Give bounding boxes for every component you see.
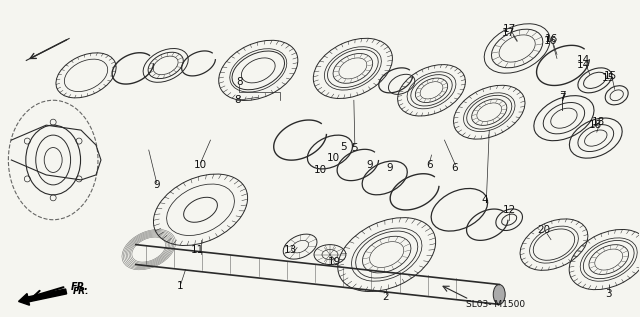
Ellipse shape xyxy=(493,284,505,304)
Text: 8: 8 xyxy=(236,77,243,87)
Text: 18: 18 xyxy=(589,120,602,130)
Text: 18: 18 xyxy=(592,117,605,127)
Text: 10: 10 xyxy=(326,153,339,163)
Text: 6: 6 xyxy=(451,163,458,173)
Text: FR.: FR. xyxy=(73,287,90,296)
Text: 9: 9 xyxy=(387,163,393,173)
Text: 1: 1 xyxy=(177,281,184,291)
Text: 9: 9 xyxy=(154,180,160,190)
Text: 16: 16 xyxy=(543,36,557,46)
Text: FR.: FR. xyxy=(71,282,89,293)
FancyArrow shape xyxy=(19,289,67,305)
Text: 11: 11 xyxy=(191,245,204,255)
Text: SL03- M1500: SL03- M1500 xyxy=(467,300,525,309)
Text: 14: 14 xyxy=(577,61,591,70)
Text: 19: 19 xyxy=(328,256,342,267)
Text: 13: 13 xyxy=(284,245,297,255)
Text: 2: 2 xyxy=(382,292,389,302)
Text: 7: 7 xyxy=(559,93,565,103)
Text: 15: 15 xyxy=(602,73,615,83)
Text: 10: 10 xyxy=(314,165,326,175)
Text: 6: 6 xyxy=(426,160,433,170)
Text: 14: 14 xyxy=(577,55,591,65)
Text: 5: 5 xyxy=(351,143,358,153)
Text: 20: 20 xyxy=(538,225,550,235)
Text: 17: 17 xyxy=(502,28,515,37)
Text: 4: 4 xyxy=(481,195,488,205)
Text: 12: 12 xyxy=(502,205,516,215)
Text: 10: 10 xyxy=(194,160,207,170)
Text: 17: 17 xyxy=(502,23,516,34)
Text: 8: 8 xyxy=(234,95,241,105)
Text: 3: 3 xyxy=(605,289,612,299)
Text: 16: 16 xyxy=(545,34,557,43)
Text: 9: 9 xyxy=(367,160,373,170)
Text: 5: 5 xyxy=(340,142,348,152)
Text: 7: 7 xyxy=(559,91,565,101)
Text: 15: 15 xyxy=(604,71,618,81)
